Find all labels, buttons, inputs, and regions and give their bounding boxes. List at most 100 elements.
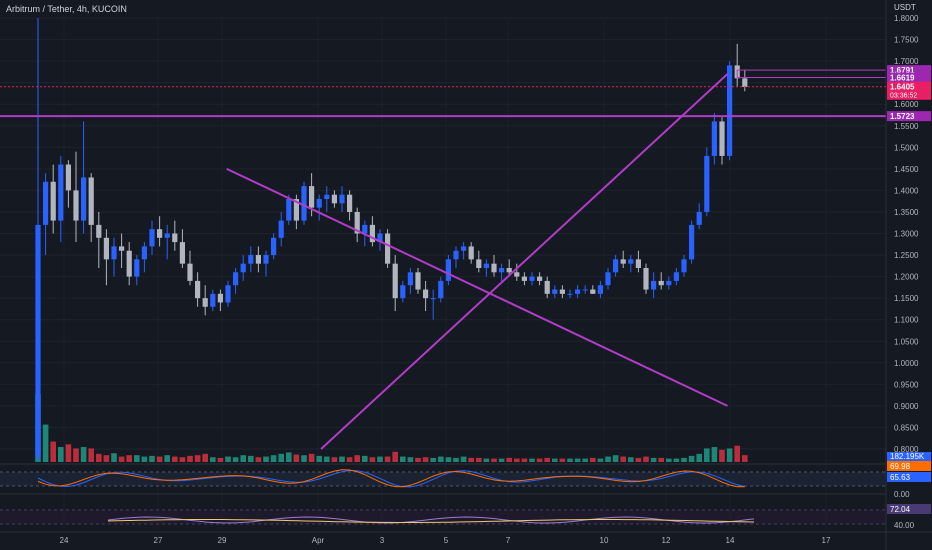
rsi-value-badge	[887, 504, 931, 514]
volume-bar	[559, 458, 566, 462]
symbol-title: Arbitrum / Tether, 4h, KUCOIN	[6, 4, 127, 14]
candle-body	[529, 276, 535, 281]
volume-bar	[88, 448, 94, 462]
volume-bar	[141, 456, 148, 462]
volume-value-badge	[887, 452, 931, 461]
price-tick-label: 1.3500	[894, 208, 919, 217]
candle-body	[461, 246, 467, 251]
volume-bar	[240, 455, 246, 462]
candle-body	[552, 289, 558, 294]
volume-bar	[590, 457, 596, 462]
candle-body	[309, 186, 315, 208]
time-tick-label: 14	[726, 536, 735, 545]
rsi-value-label: 72.04	[890, 505, 911, 514]
price-axis: 1.80001.75001.70001.65001.60001.55001.50…	[885, 0, 932, 550]
indicator-panels	[0, 463, 886, 525]
volume-bar	[80, 447, 87, 462]
time-tick-label: 3	[380, 536, 385, 545]
candle-body	[385, 233, 391, 264]
price-label-badge	[887, 81, 931, 100]
candle-body	[499, 267, 505, 273]
volume-bar	[362, 455, 368, 462]
candle-body	[453, 250, 459, 260]
candle-body	[423, 289, 429, 299]
time-tick-label: 7	[506, 536, 511, 545]
candle-body	[134, 259, 140, 277]
volume-bar	[164, 455, 170, 462]
candle-body	[537, 276, 543, 281]
candle-body	[126, 250, 132, 277]
candle-body	[651, 280, 657, 290]
volume-bar	[605, 456, 611, 462]
candle-body	[240, 263, 246, 273]
volume-bar	[529, 458, 535, 462]
candle-body	[643, 267, 649, 290]
volume-bar	[643, 456, 649, 462]
candle-body	[347, 194, 353, 212]
rsi-line	[107, 516, 755, 524]
volume-bar	[544, 457, 550, 462]
volume-bar	[126, 455, 132, 462]
volume-bar	[453, 457, 459, 462]
price-label-badge	[887, 72, 931, 83]
candle-body	[620, 259, 626, 264]
price-tick-label: 1.5500	[894, 122, 919, 131]
price-label: 1.5723	[890, 112, 915, 121]
price-tick-label: 1.2500	[894, 251, 919, 260]
candle-body	[179, 242, 185, 264]
volume-bar	[278, 453, 284, 462]
candle-body	[719, 121, 725, 156]
candle-body	[514, 272, 520, 277]
volume-bar	[438, 456, 444, 462]
volume-bar	[726, 448, 733, 462]
volume-bar	[354, 455, 360, 462]
candle-body	[157, 229, 163, 238]
candle-body	[362, 224, 368, 234]
grid	[0, 17, 886, 530]
candle-body	[271, 237, 277, 256]
volume-bar	[156, 456, 163, 462]
volume-bar	[248, 455, 254, 462]
volume-bar	[316, 455, 322, 462]
candle-body	[711, 121, 717, 156]
stoch-k-label: 69.98	[890, 462, 911, 471]
candle-body	[742, 78, 748, 87]
candle-body	[255, 255, 261, 264]
volume-bar	[711, 447, 718, 462]
candle-body	[483, 263, 489, 268]
price-tick-label: 1.6000	[894, 100, 919, 109]
candle-body	[164, 233, 170, 238]
price-tick-label: 1.0500	[894, 337, 919, 346]
volume-bar	[704, 448, 710, 462]
price-label: 1.6619	[890, 74, 915, 83]
price-tick-label: 1.7500	[894, 36, 919, 45]
stoch-k-line	[37, 469, 745, 488]
volume-bar	[202, 453, 208, 462]
volume-bar	[415, 457, 421, 462]
volume-bar	[552, 458, 558, 462]
price-tick-label: 0.8500	[894, 423, 919, 432]
volume-bar	[324, 456, 330, 462]
volume-bar	[635, 457, 642, 462]
price-label-badge	[887, 111, 931, 122]
volume-bar	[460, 456, 467, 462]
volume-bar	[346, 457, 353, 462]
time-axis: 24 27 29 Apr 3 5 7 10 12 14 17	[0, 531, 932, 545]
volume-bar	[73, 448, 79, 462]
volume-bar	[536, 458, 543, 462]
volume-bar	[650, 457, 657, 462]
price-tick-label: 1.0000	[894, 359, 919, 368]
candle-body	[696, 211, 702, 225]
candle-body	[286, 199, 292, 221]
candle-body	[172, 233, 178, 243]
volume-bar	[673, 458, 680, 462]
price-tick-label: 0.9500	[894, 380, 919, 389]
candle-body	[476, 259, 482, 268]
price-tick-label: 1.2000	[894, 273, 919, 282]
volume-bar	[719, 449, 725, 462]
candle-body	[111, 246, 117, 260]
candle-body	[217, 293, 223, 303]
candle-body	[119, 246, 125, 251]
candle-body	[377, 233, 383, 243]
